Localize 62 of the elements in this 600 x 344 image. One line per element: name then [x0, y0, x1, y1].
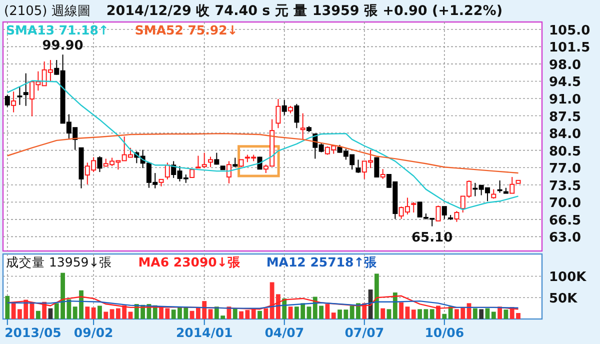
y-tick-label: 94.5	[549, 75, 582, 90]
bar	[98, 306, 102, 319]
bar	[380, 308, 386, 319]
bar	[479, 309, 484, 319]
y-tick-label: 50K	[549, 292, 578, 307]
y-tick-label: 91.0	[549, 92, 582, 108]
y-tick-label: 63.0	[549, 230, 582, 246]
bar	[399, 302, 404, 319]
annotation: 65.10	[412, 230, 453, 246]
x-tick-label: 07/07	[344, 325, 384, 340]
chart-subtitle: 2014/12/29 收 74.40 s 元 量 13959 張 +0.90 (+1.22%)	[106, 3, 502, 19]
bar	[504, 310, 508, 319]
bar	[128, 312, 133, 319]
annotation: 99.90	[42, 38, 84, 54]
x-tick-label: 2013/05	[4, 325, 62, 340]
bar	[251, 309, 256, 319]
y-tick-label: 101.5	[549, 40, 590, 56]
bar	[411, 310, 416, 319]
y-tick-label: 77.0	[549, 162, 582, 177]
x-tick-label: 04/07	[264, 325, 304, 340]
bar	[85, 306, 90, 319]
y-tick-label: 66.5	[549, 213, 582, 228]
y-tick-label: 84.0	[549, 127, 582, 142]
bar	[264, 308, 268, 319]
bar	[306, 306, 312, 319]
bar	[104, 312, 108, 319]
bar	[491, 312, 496, 319]
bar	[442, 314, 447, 319]
bar	[374, 274, 379, 319]
y-tick-label: 105.0	[549, 23, 590, 38]
bar	[110, 309, 114, 319]
bar	[405, 306, 410, 319]
text: MA12 25718↑張	[266, 254, 378, 270]
bar	[190, 310, 194, 319]
bar	[498, 306, 502, 319]
bar	[258, 310, 262, 319]
series-label: 成交量 13959↓張	[6, 254, 112, 270]
bar	[36, 310, 40, 319]
text: SMA52 75.92↓	[134, 22, 238, 38]
text: MA6 23090↓張	[138, 254, 242, 270]
bar	[91, 307, 96, 319]
x-tick-label: 2014/01	[176, 325, 233, 340]
y-tick-label: 98.0	[549, 58, 582, 73]
text: SMA13 71.18↑	[6, 22, 109, 38]
bar	[331, 312, 336, 319]
bar	[472, 308, 478, 319]
x-tick-label: 10/06	[424, 325, 464, 340]
bar	[232, 308, 238, 319]
bar	[288, 306, 293, 319]
bar	[386, 309, 392, 319]
bar	[430, 309, 434, 319]
y-tick-label: 73.5	[549, 178, 582, 194]
x-tick-label: 09/02	[74, 325, 114, 340]
y-tick-label: 100K	[549, 270, 588, 286]
bar	[325, 304, 330, 319]
y-tick-label: 87.5	[549, 110, 582, 125]
bar	[392, 292, 398, 319]
chart-title: (2105) 週線圖	[4, 4, 90, 19]
bar	[5, 296, 10, 319]
bar	[208, 309, 213, 319]
y-tick-label: 80.5	[549, 144, 582, 160]
y-tick-label: 70.0	[549, 196, 582, 212]
